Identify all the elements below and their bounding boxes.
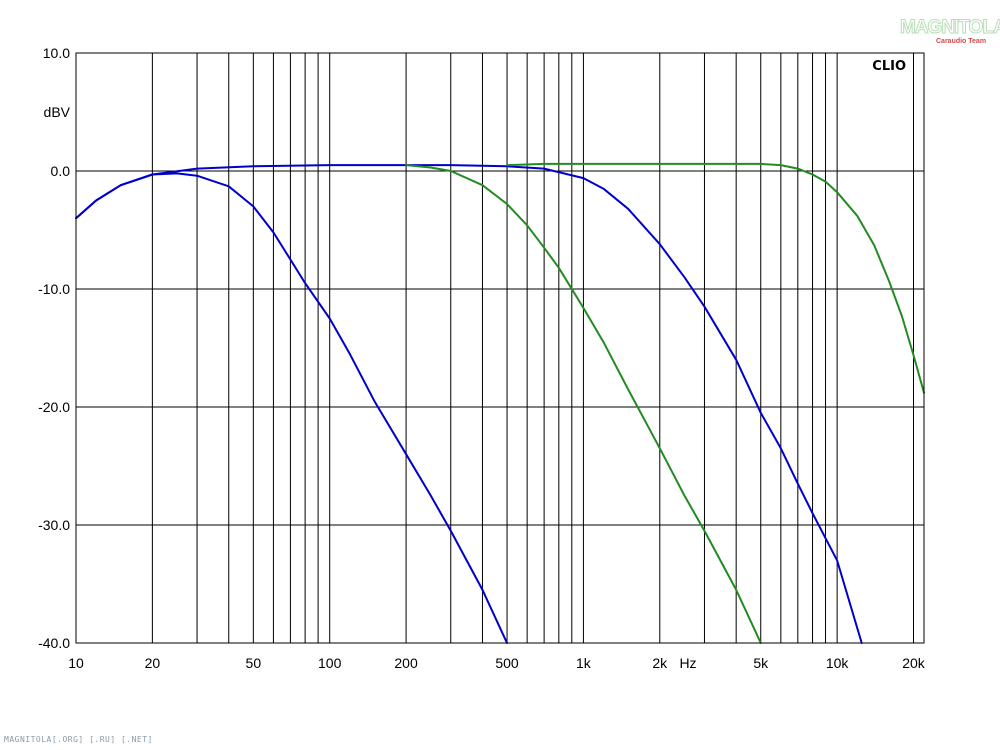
- grid-lines: [76, 53, 924, 643]
- y-tick-label: 0.0: [51, 163, 71, 179]
- response-curves: [75, 162, 925, 644]
- x-tick-label: 100: [318, 655, 342, 671]
- x-tick-label: 10k: [826, 655, 850, 671]
- magnitola-logo: MAGNITOLA Caraudio Team: [900, 17, 1000, 52]
- x-tick-label: 1k: [576, 655, 592, 671]
- response-curve-4: [506, 162, 925, 394]
- clio-brand-label: CLIO: [872, 59, 906, 74]
- y-tick-labels: 10.0 0.0 -10.0 -20.0 -30.0 -40.0: [38, 45, 70, 651]
- x-tick-label: 20: [145, 655, 161, 671]
- x-tick-label: 20k: [902, 655, 926, 671]
- y-tick-label: 10.0: [43, 45, 70, 61]
- y-tick-label: -40.0: [38, 635, 70, 651]
- response-curve-1: [75, 172, 508, 644]
- x-tick-label: 2k: [652, 655, 668, 671]
- x-tick-label: 10: [68, 655, 84, 671]
- footer-watermark: MAGNITOLA[.ORG] [.RU] [.NET]: [4, 735, 153, 744]
- x-tick-label: 200: [394, 655, 418, 671]
- plot-frame: [75, 52, 925, 644]
- y-axis-label: dBV: [44, 104, 71, 120]
- x-tick-label: 500: [495, 655, 519, 671]
- x-tick-label: 50: [246, 655, 262, 671]
- y-tick-label: -30.0: [38, 517, 70, 533]
- logo-text: MAGNITOLA: [900, 17, 1000, 38]
- response-curve-2: [75, 164, 863, 644]
- y-tick-label: -10.0: [38, 281, 70, 297]
- y-tick-label: -20.0: [38, 399, 70, 415]
- x-tick-labels: 10 20 50 100 200 500 1k 2k 5k 10k 20k: [68, 655, 926, 671]
- x-axis-label: Hz: [679, 655, 696, 671]
- response-curve-3: [405, 164, 762, 644]
- logo-subtext: Caraudio Team: [936, 38, 987, 45]
- x-tick-label: 5k: [753, 655, 769, 671]
